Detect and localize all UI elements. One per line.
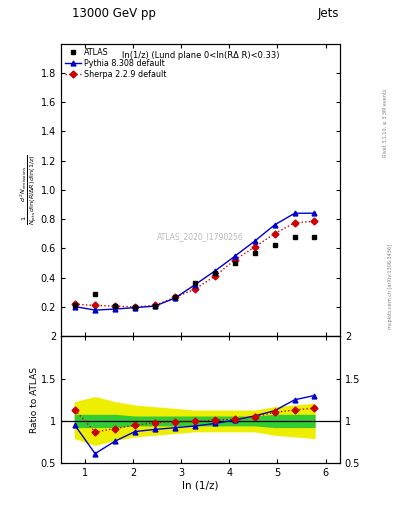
Pythia 8.308 default	[232, 253, 237, 260]
Pythia 8.308 default	[192, 282, 197, 288]
Pythia 8.308 default	[173, 295, 177, 301]
Sherpa 2.2.9 default	[272, 230, 277, 237]
Sherpa 2.2.9 default	[312, 218, 317, 224]
Line: Sherpa 2.2.9 default: Sherpa 2.2.9 default	[72, 219, 317, 309]
ATLAS	[252, 250, 257, 256]
Sherpa 2.2.9 default	[73, 301, 77, 307]
Text: Jets: Jets	[318, 8, 339, 20]
Sherpa 2.2.9 default	[192, 286, 197, 292]
Text: ATLAS_2020_I1790256: ATLAS_2020_I1790256	[157, 232, 244, 241]
Sherpa 2.2.9 default	[173, 294, 177, 301]
Pythia 8.308 default	[112, 306, 117, 312]
Sherpa 2.2.9 default	[152, 303, 157, 309]
ATLAS	[73, 302, 77, 308]
Pythia 8.308 default	[213, 268, 217, 274]
ATLAS	[312, 233, 317, 240]
ATLAS	[173, 293, 177, 300]
Pythia 8.308 default	[93, 307, 97, 313]
ATLAS	[133, 304, 138, 310]
Pythia 8.308 default	[292, 210, 297, 216]
Sherpa 2.2.9 default	[133, 304, 138, 310]
Sherpa 2.2.9 default	[252, 244, 257, 250]
ATLAS	[213, 270, 217, 276]
Text: ln(1/z) (Lund plane 0<ln(RΔ R)<0.33): ln(1/z) (Lund plane 0<ln(RΔ R)<0.33)	[122, 51, 279, 60]
X-axis label: ln (1/z): ln (1/z)	[182, 481, 219, 491]
ATLAS	[93, 291, 97, 297]
ATLAS	[272, 242, 277, 248]
Y-axis label: Ratio to ATLAS: Ratio to ATLAS	[30, 367, 39, 433]
Text: 13000 GeV pp: 13000 GeV pp	[72, 8, 156, 20]
ATLAS	[152, 303, 157, 309]
Sherpa 2.2.9 default	[93, 303, 97, 309]
Line: Pythia 8.308 default: Pythia 8.308 default	[72, 211, 317, 312]
Line: ATLAS: ATLAS	[72, 234, 317, 309]
Pythia 8.308 default	[133, 305, 138, 311]
Sherpa 2.2.9 default	[232, 257, 237, 263]
ATLAS	[192, 281, 197, 287]
ATLAS	[232, 260, 237, 266]
Sherpa 2.2.9 default	[112, 303, 117, 309]
Pythia 8.308 default	[272, 222, 277, 228]
Sherpa 2.2.9 default	[213, 273, 217, 279]
Text: mcplots.cern.ch [arXiv:1306.3436]: mcplots.cern.ch [arXiv:1306.3436]	[388, 244, 393, 329]
Y-axis label: $\frac{1}{N_\mathrm{jets}}\frac{d^2 N_\mathrm{emissions}}{d\ln(R/\Delta R)\,d\ln: $\frac{1}{N_\mathrm{jets}}\frac{d^2 N_\m…	[18, 154, 39, 225]
Legend: ATLAS, Pythia 8.308 default, Sherpa 2.2.9 default: ATLAS, Pythia 8.308 default, Sherpa 2.2.…	[63, 46, 168, 80]
Sherpa 2.2.9 default	[292, 220, 297, 226]
Pythia 8.308 default	[312, 210, 317, 216]
Text: Rivet 3.1.10, ≥ 3.3M events: Rivet 3.1.10, ≥ 3.3M events	[383, 89, 387, 157]
Pythia 8.308 default	[252, 238, 257, 244]
ATLAS	[292, 233, 297, 240]
ATLAS	[112, 303, 117, 309]
Pythia 8.308 default	[152, 303, 157, 309]
Pythia 8.308 default	[73, 304, 77, 310]
